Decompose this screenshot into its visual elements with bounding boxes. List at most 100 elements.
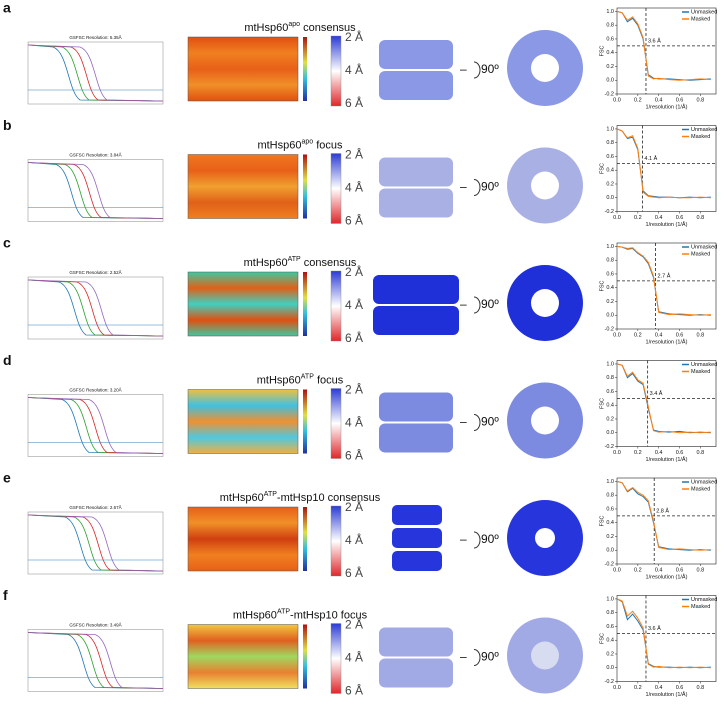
panel-title: mtHsp60ATP-mtHsp10 consensus <box>220 491 381 504</box>
dash: – <box>460 532 467 546</box>
y-tick-label: 0.8 <box>606 258 614 264</box>
title-rest: consensus <box>301 257 357 269</box>
panel-title: mtHsp60ATP focus <box>257 373 344 386</box>
title-main: mtHsp60 <box>257 139 301 151</box>
gsfsc-title: GSFSC Resolution: 5.35Å <box>69 34 121 40</box>
title-main: mtHsp60 <box>244 257 288 269</box>
side-view <box>373 306 459 335</box>
x-tick-label: 0.2 <box>634 685 642 691</box>
gsfsc-curve <box>27 162 164 219</box>
heatmap <box>187 36 299 102</box>
side-view <box>379 157 453 187</box>
title-rest: focus <box>313 139 343 151</box>
legend-label: Masked <box>691 486 710 492</box>
gsfsc-frame <box>27 41 164 105</box>
colorbar-label: 6 Å <box>345 565 363 580</box>
panel-letter: b <box>3 117 12 133</box>
y-tick-label: 0.0 <box>606 78 614 84</box>
y-tick-label: 0.0 <box>606 430 614 436</box>
y-tick-label: 0.6 <box>606 271 614 277</box>
fsc-frame <box>616 7 717 95</box>
y-tick-label: 0.6 <box>606 154 614 160</box>
x-tick-label: 0.6 <box>676 685 684 691</box>
heatmap <box>187 154 299 219</box>
rotation-label: 90º <box>481 415 499 429</box>
y-tick-label: 0.2 <box>606 534 614 540</box>
colorbar-label: 4 Å <box>345 650 363 665</box>
x-tick-label: 0.4 <box>655 685 663 691</box>
title-sup: ATP <box>288 256 301 263</box>
gsfsc-curve <box>27 279 164 337</box>
heatmap-colorbar <box>303 389 307 454</box>
y-tick-label: 0.0 <box>606 313 614 319</box>
y-tick-label: -0.2 <box>605 679 614 685</box>
colorbar-label: 4 Å <box>345 297 363 312</box>
y-tick-label: 0.4 <box>606 403 614 409</box>
resolution-label: 3.6 Å <box>648 37 661 44</box>
legend-label: Unmasked <box>691 9 717 15</box>
fsc-frame <box>616 242 717 330</box>
y-tick-label: 0.8 <box>606 23 614 29</box>
rotation-label: 90º <box>481 297 499 311</box>
gsfsc-frame <box>27 629 164 692</box>
colorbar-label: 6 Å <box>345 448 363 463</box>
side-view <box>379 658 453 688</box>
side-view <box>379 40 453 69</box>
gsfsc-curve <box>27 514 164 572</box>
gsfsc-curve <box>27 632 164 689</box>
colorbar-label: 2 Å <box>345 617 363 632</box>
x-tick-label: 0.0 <box>613 332 621 338</box>
title-rest: focus <box>314 374 344 386</box>
y-axis-label: FSC <box>599 280 605 291</box>
x-tick-label: 0.0 <box>613 685 621 691</box>
fsc-curve <box>616 480 711 551</box>
legend-label: Unmasked <box>691 597 717 603</box>
gsfsc-title: GSFSC Resolution: 3.49Å <box>69 622 121 628</box>
y-axis-label: FSC <box>599 398 605 409</box>
panel-title: mtHsp60apo focus <box>257 138 343 151</box>
y-axis-label: FSC <box>599 633 605 644</box>
legend-label: Masked <box>691 604 710 610</box>
heatmap-colorbar <box>303 624 307 689</box>
dash: – <box>460 62 467 76</box>
title-main: mtHsp60 <box>244 22 288 34</box>
fsc-frame <box>616 360 717 447</box>
heatmap-colorbar <box>303 507 307 571</box>
y-tick-label: -0.2 <box>605 91 614 97</box>
dash: – <box>460 180 467 194</box>
x-tick-label: 0.2 <box>634 97 642 103</box>
colorbar-label: 2 Å <box>345 29 363 44</box>
y-tick-label: 0.2 <box>606 416 614 422</box>
y-tick-label: 0.4 <box>606 50 614 56</box>
gsfsc-curve <box>27 44 164 102</box>
y-tick-label: -0.2 <box>605 561 614 567</box>
resolution-label: 3.4 Å <box>650 390 663 397</box>
y-tick-label: 0.2 <box>606 64 614 70</box>
heatmap <box>187 506 299 572</box>
top-view-hole <box>531 54 559 82</box>
colorbar-label: 6 Å <box>345 95 363 110</box>
gsfsc-title: GSFSC Resolution: 3.20Å <box>69 387 121 393</box>
y-tick-label: 1.0 <box>606 244 614 250</box>
panel-letter: e <box>3 470 11 486</box>
gsfsc-frame <box>27 511 164 575</box>
resolution-label: 4.1 Å <box>644 155 657 162</box>
title-sup: ATP <box>264 491 277 498</box>
colorbar-label: 4 Å <box>345 62 363 77</box>
rotation-label: 90º <box>481 180 499 194</box>
colorbar-label: 2 Å <box>345 382 363 397</box>
gsfsc-curve <box>27 44 164 102</box>
legend-label: Masked <box>691 16 710 22</box>
y-tick-label: 1.0 <box>606 479 614 485</box>
x-axis-label: 1/resolution (1/Å) <box>646 103 688 110</box>
gsfsc-title: GSFSC Resolution: 3.84Å <box>69 152 121 158</box>
y-tick-label: 1.0 <box>606 126 614 132</box>
title-sup: apo <box>301 138 313 145</box>
title-rest: -mtHsp10 consensus <box>277 492 381 504</box>
rotation-arrow <box>473 179 481 196</box>
x-tick-label: 0.0 <box>613 450 621 456</box>
heatmap-colorbar <box>303 272 307 336</box>
top-view-hole <box>531 171 559 200</box>
x-axis-label: 1/resolution (1/Å) <box>646 691 688 698</box>
